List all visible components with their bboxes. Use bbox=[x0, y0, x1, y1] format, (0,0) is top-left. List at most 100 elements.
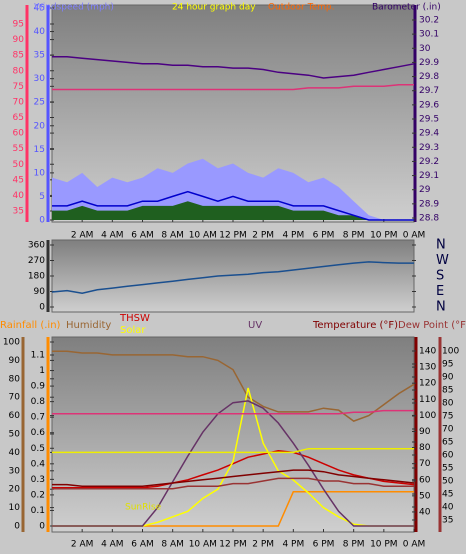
chart-title: 24 hour graph day bbox=[172, 3, 256, 13]
x-tick-label: 10 PM bbox=[370, 231, 398, 241]
legend-label: Temperature (°F) bbox=[312, 320, 398, 331]
plot-area bbox=[51, 239, 415, 313]
y-tick-label: 0.2 bbox=[31, 490, 45, 500]
y-tick-label: 0.3 bbox=[31, 475, 45, 485]
y-tick-label: 70 bbox=[442, 425, 454, 435]
y-tick-label: 29 bbox=[419, 185, 431, 195]
y-tick-label: 90 bbox=[13, 35, 25, 45]
y-tick-label: 0.6 bbox=[31, 428, 46, 438]
y-tick-label: 80 bbox=[13, 66, 25, 76]
y-tick-label: 35 bbox=[13, 207, 24, 217]
x-tick-label: 0 AM bbox=[403, 540, 426, 550]
x-tick-label: 0 AM bbox=[403, 231, 426, 241]
y-tick-label: W bbox=[436, 253, 449, 268]
y-tick-label: 30 bbox=[34, 74, 46, 84]
y-tick-label: 20 bbox=[9, 485, 21, 495]
y-tick-label: 270 bbox=[28, 256, 45, 266]
axis-title: Windspeed (mph) bbox=[34, 3, 114, 13]
y-tick-label: 0 bbox=[39, 303, 45, 313]
y-tick-label: 40 bbox=[34, 27, 46, 37]
x-tick-label: 2 PM bbox=[252, 540, 274, 550]
y-tick-label: 30.1 bbox=[419, 30, 439, 40]
y-tick-label: 45 bbox=[34, 4, 45, 14]
y-tick-label: N bbox=[436, 300, 446, 315]
y-tick-label: 15 bbox=[34, 145, 45, 155]
x-tick-label: 2 AM bbox=[71, 540, 94, 550]
x-tick-label: 12 PM bbox=[219, 231, 247, 241]
legend-label: Dew Point (°F) bbox=[398, 320, 466, 331]
series-line bbox=[52, 450, 415, 489]
x-tick-label: 10 PM bbox=[370, 540, 398, 550]
y-tick-label: 70 bbox=[419, 459, 431, 469]
legend-label: UV bbox=[248, 320, 262, 331]
y-tick-label: E bbox=[436, 284, 444, 299]
y-tick-label: 50 bbox=[419, 491, 431, 501]
series-line bbox=[52, 469, 415, 487]
y-tick-label: 100 bbox=[442, 347, 459, 357]
y-tick-label: 70 bbox=[9, 393, 21, 403]
y-tick-label: 90 bbox=[34, 287, 46, 297]
x-tick-label: 4 AM bbox=[101, 540, 124, 550]
y-tick-label: S bbox=[436, 269, 444, 284]
y-tick-label: 60 bbox=[13, 129, 25, 139]
y-tick-label: 90 bbox=[419, 427, 431, 437]
y-tick-label: 130 bbox=[419, 363, 436, 373]
x-tick-label: 6 PM bbox=[313, 540, 335, 550]
x-tick-label: 10 AM bbox=[189, 540, 217, 550]
x-tick-label: 8 PM bbox=[343, 231, 365, 241]
y-tick-label: 100 bbox=[419, 411, 436, 421]
y-tick-label: 40 bbox=[442, 503, 454, 513]
series-line bbox=[52, 190, 414, 221]
y-tick-label: 140 bbox=[419, 347, 436, 357]
y-tick-label: 0.9 bbox=[31, 382, 46, 392]
y-tick-label: 60 bbox=[419, 475, 431, 485]
y-tick-label: 40 bbox=[9, 448, 21, 458]
legend-label: THSW bbox=[119, 313, 150, 324]
y-tick-label: 29.5 bbox=[419, 115, 439, 125]
y-tick-label: 29.9 bbox=[419, 58, 439, 68]
x-tick-label: 6 PM bbox=[313, 231, 335, 241]
x-tick-label: 4 PM bbox=[282, 540, 304, 550]
series-line bbox=[52, 447, 414, 454]
y-tick-label: 90 bbox=[9, 356, 21, 366]
y-tick-label: 5 bbox=[39, 192, 45, 202]
x-tick-label: 8 AM bbox=[161, 231, 184, 241]
y-tick-label: 35 bbox=[442, 516, 453, 526]
x-tick-label: 4 PM bbox=[282, 231, 304, 241]
y-tick-label: 60 bbox=[9, 411, 21, 421]
y-tick-label: 29.8 bbox=[419, 72, 439, 82]
y-tick-label: 0 bbox=[39, 216, 45, 226]
y-tick-label: 0 bbox=[14, 522, 20, 532]
series-area bbox=[52, 158, 414, 220]
y-tick-label: 29.3 bbox=[419, 143, 439, 153]
y-tick-label: 1 bbox=[39, 366, 45, 376]
plot-area bbox=[51, 336, 415, 533]
annotation: SunRise bbox=[125, 503, 162, 513]
y-tick-label: 360 bbox=[28, 241, 45, 251]
axis-title: Outdoor Temp. bbox=[268, 3, 334, 13]
y-tick-label: 75 bbox=[442, 412, 453, 422]
series-line bbox=[52, 477, 414, 490]
y-tick-label: 29.6 bbox=[419, 100, 439, 110]
y-tick-label: 55 bbox=[442, 464, 453, 474]
y-tick-label: 20 bbox=[34, 121, 46, 131]
x-tick-label: 8 AM bbox=[161, 540, 184, 550]
x-tick-label: 4 AM bbox=[101, 231, 124, 241]
y-tick-label: 110 bbox=[419, 395, 436, 405]
y-tick-label: 50 bbox=[13, 160, 25, 170]
y-tick-label: 85 bbox=[13, 51, 24, 61]
y-tick-label: 95 bbox=[13, 20, 24, 30]
y-tick-label: 0.1 bbox=[31, 506, 45, 516]
series-line bbox=[52, 400, 414, 527]
x-tick-label: 8 PM bbox=[343, 540, 365, 550]
y-tick-label: 28.9 bbox=[419, 199, 439, 209]
y-tick-label: N bbox=[436, 238, 446, 253]
y-tick-label: 70 bbox=[13, 97, 25, 107]
legend-label: Humidity bbox=[66, 320, 111, 331]
y-tick-label: 45 bbox=[13, 175, 24, 185]
y-tick-label: 75 bbox=[13, 82, 24, 92]
y-tick-label: 30 bbox=[9, 466, 21, 476]
legend-label: Solar bbox=[120, 325, 146, 336]
y-tick-label: 80 bbox=[419, 443, 431, 453]
y-tick-label: 25 bbox=[34, 98, 45, 108]
